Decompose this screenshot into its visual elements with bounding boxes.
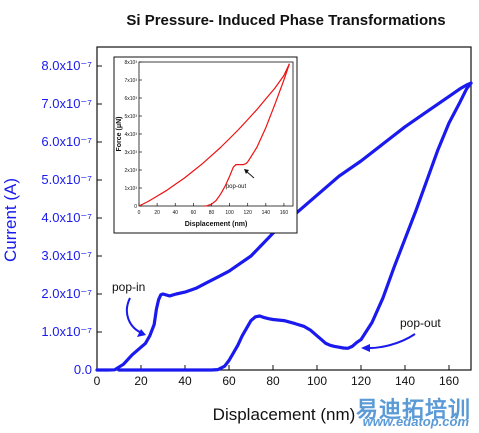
inset-x-tick-label: 80 <box>209 210 215 216</box>
x-tick-label: 80 <box>266 374 280 388</box>
pop-out-label: pop-out <box>400 316 441 330</box>
x-tick-label: 120 <box>351 374 371 388</box>
y-tick-label: 6.0x10⁻⁷ <box>41 134 92 149</box>
watermark-url: www.edatop.com <box>362 414 469 429</box>
inset-y-tick-label: 7x10³ <box>124 78 137 84</box>
inset-x-tick-label: 160 <box>280 210 289 216</box>
inset-x-axis-title: Displacement (nm) <box>185 221 248 228</box>
inset-y-tick-label: 1x10³ <box>124 186 137 192</box>
y-tick-label: 1.0x10⁻⁷ <box>41 324 92 339</box>
inset-x-tick-label: 60 <box>191 210 197 216</box>
inset-x-tick-label: 0 <box>138 210 141 216</box>
inset-x-tick-label: 40 <box>172 210 178 216</box>
pop-in-label: pop-in <box>112 280 145 294</box>
y-axis-title: Current (A) <box>1 178 20 262</box>
inset-y-tick-label: 2x10³ <box>124 168 137 174</box>
inset-pop-out-arrowhead <box>244 169 249 174</box>
pop-in-arrowhead <box>137 329 146 337</box>
x-axis-title: Displacement (nm) <box>213 405 356 424</box>
inset-x-tick-label: 140 <box>262 210 271 216</box>
inset-y-tick-label: 8x10³ <box>124 60 137 66</box>
y-tick-label: 5.0x10⁻⁷ <box>41 172 92 187</box>
pop-out-arrow <box>363 333 416 350</box>
inset-x-tick-label: 120 <box>244 210 253 216</box>
y-tick-label: 7.0x10⁻⁷ <box>41 96 92 111</box>
inset-y-tick-label: 5x10³ <box>124 114 137 120</box>
inset-series-line-2 <box>204 63 290 207</box>
inset-y-tick-label: 0 <box>134 204 137 210</box>
inset-y-tick-label: 4x10³ <box>124 132 137 138</box>
main-plot: 0 20 40 60 80 100 120 140 160 0.0 1.0x10⁻⁷ 2.0x10⁻⁷… <box>41 46 473 388</box>
chart-title: Si Pressure- Induced Phase Transformatio… <box>126 12 445 29</box>
inset-y-axis-title: Force (μN) <box>116 116 123 151</box>
inset-pop-out-label: pop-out <box>226 184 247 190</box>
series-line-2 <box>117 81 473 372</box>
pop-in-arrow <box>125 297 145 335</box>
watermark-chinese: 易迪拓培训 <box>355 398 471 423</box>
x-tick-label: 140 <box>395 374 415 388</box>
inset-plot: 0 20 40 60 80 100 120 140 160 0 1x10³ 2x10³ 3x10³ 4x1… <box>113 56 298 234</box>
y-tick-label: 0.0 <box>74 362 92 377</box>
y-tick-label: 4.0x10⁻⁷ <box>41 210 92 225</box>
inset-y-tick-label: 3x10³ <box>124 150 137 156</box>
inset-y-tick-label: 6x10³ <box>124 96 137 102</box>
x-tick-label: 100 <box>307 374 327 388</box>
inset-border <box>113 56 298 234</box>
inset-x-tick-label: 100 <box>225 210 234 216</box>
plot-frame <box>96 46 472 371</box>
inset-series-line-1 <box>138 63 290 207</box>
y-tick-label: 3.0x10⁻⁷ <box>41 248 92 263</box>
pop-out-arrowhead <box>361 344 370 352</box>
x-tick-label: 20 <box>134 374 148 388</box>
series-line-1 <box>95 81 473 372</box>
inset-x-tick-label: 20 <box>154 210 160 216</box>
x-tick-label: 40 <box>178 374 192 388</box>
y-tick-label: 8.0x10⁻⁷ <box>41 58 92 73</box>
x-tick-label: 60 <box>222 374 236 388</box>
x-tick-label: 160 <box>439 374 459 388</box>
y-tick-label: 2.0x10⁻⁷ <box>41 286 92 301</box>
x-tick-label: 0 <box>94 374 101 388</box>
